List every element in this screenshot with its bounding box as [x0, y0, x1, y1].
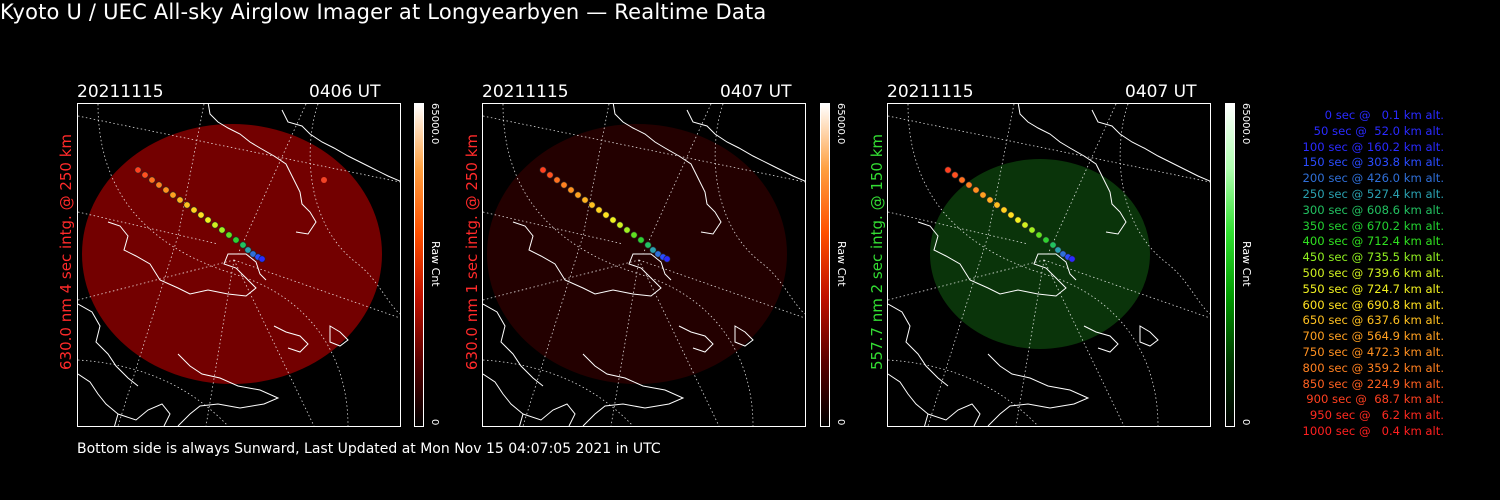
legend-row: 0 sec @ 0.1 km alt.: [1324, 108, 1444, 122]
panel-3-colorbar-title: Raw Cnt: [1240, 241, 1253, 287]
panel-3-time: 0407 UT: [1125, 82, 1197, 102]
panel-2-colorbar-title: Raw Cnt: [835, 241, 848, 287]
panel-3-colorbar: [1225, 103, 1235, 427]
panel-3-date: 20211115: [887, 82, 974, 102]
legend-row: 600 sec @ 690.8 km alt.: [1302, 297, 1444, 312]
legend-row: 850 sec @ 224.9 km alt.: [1302, 376, 1444, 391]
legend-row: 500 sec @ 739.6 km alt.: [1302, 265, 1444, 280]
panel-2-date: 20211115: [482, 82, 569, 102]
page-title: Kyoto U / UEC All-sky Airglow Imager at …: [0, 0, 767, 24]
panel-2-colorbar: [820, 103, 830, 427]
legend-row: 1000 sec @ 0.4 km alt.: [1302, 423, 1444, 438]
legend-row: 350 sec @ 670.2 km alt.: [1302, 218, 1444, 233]
legend-row: 50 sec @ 52.0 km alt.: [1313, 123, 1444, 138]
panel-1-wavelength-label: 630.0 nm 4 sec intg. @ 250 km: [57, 133, 75, 370]
panel-2-colorbar-max: 65000.0: [835, 103, 846, 145]
legend-row: 300 sec @ 608.6 km alt.: [1302, 202, 1444, 217]
legend-row: 250 sec @ 527.4 km alt.: [1302, 186, 1444, 201]
panel-1-colorbar-title: Raw Cnt: [429, 241, 442, 287]
legend-row: 450 sec @ 735.5 km alt.: [1302, 250, 1444, 265]
legend-row: 650 sec @ 637.6 km alt.: [1302, 313, 1444, 328]
panel-1-sky-image: [77, 103, 401, 427]
legend-row: 100 sec @ 160.2 km alt.: [1302, 139, 1444, 154]
legend-row: 200 sec @ 426.0 km alt.: [1302, 171, 1444, 186]
panel-3-sky-image: [887, 103, 1211, 427]
legend-row: 750 sec @ 472.3 km alt.: [1302, 344, 1444, 359]
legend-row: 950 sec @ 6.2 km alt.: [1309, 408, 1444, 423]
panel-2-wavelength-label: 630.0 nm 1 sec intg. @ 250 km: [463, 133, 481, 370]
legend-row: 550 sec @ 724.7 km alt.: [1302, 281, 1444, 296]
legend-row: 900 sec @ 68.7 km alt.: [1306, 392, 1444, 407]
legend-row: 700 sec @ 564.9 km alt.: [1302, 329, 1444, 344]
panel-1-date: 20211115: [77, 82, 164, 102]
panel-2-sky-image: [482, 103, 806, 427]
panel-3-colorbar-max: 65000.0: [1240, 103, 1251, 145]
legend-row: 400 sec @ 712.4 km alt.: [1302, 234, 1444, 249]
legend-row: 800 sec @ 359.2 km alt.: [1302, 360, 1444, 375]
panel-3-colorbar-min: 0: [1240, 419, 1251, 426]
panel-2-time: 0407 UT: [720, 82, 792, 102]
legend-row: 150 sec @ 303.8 km alt.: [1302, 155, 1444, 170]
footer-status: Bottom side is always Sunward, Last Upda…: [77, 441, 661, 457]
panel-3-wavelength-label: 557.7 nm 2 sec intg. @ 150 km: [868, 133, 886, 370]
panel-2-colorbar-min: 0: [835, 419, 846, 426]
panel-1-time: 0406 UT: [309, 82, 381, 102]
panel-1-colorbar-min: 0: [429, 419, 440, 426]
panel-1-colorbar: [414, 103, 424, 427]
trajectory-legend: 0 sec @ 0.1 km alt. 50 sec @ 52.0 km alt…: [1262, 108, 1444, 440]
panel-1-colorbar-max: 65000.0: [429, 103, 440, 145]
